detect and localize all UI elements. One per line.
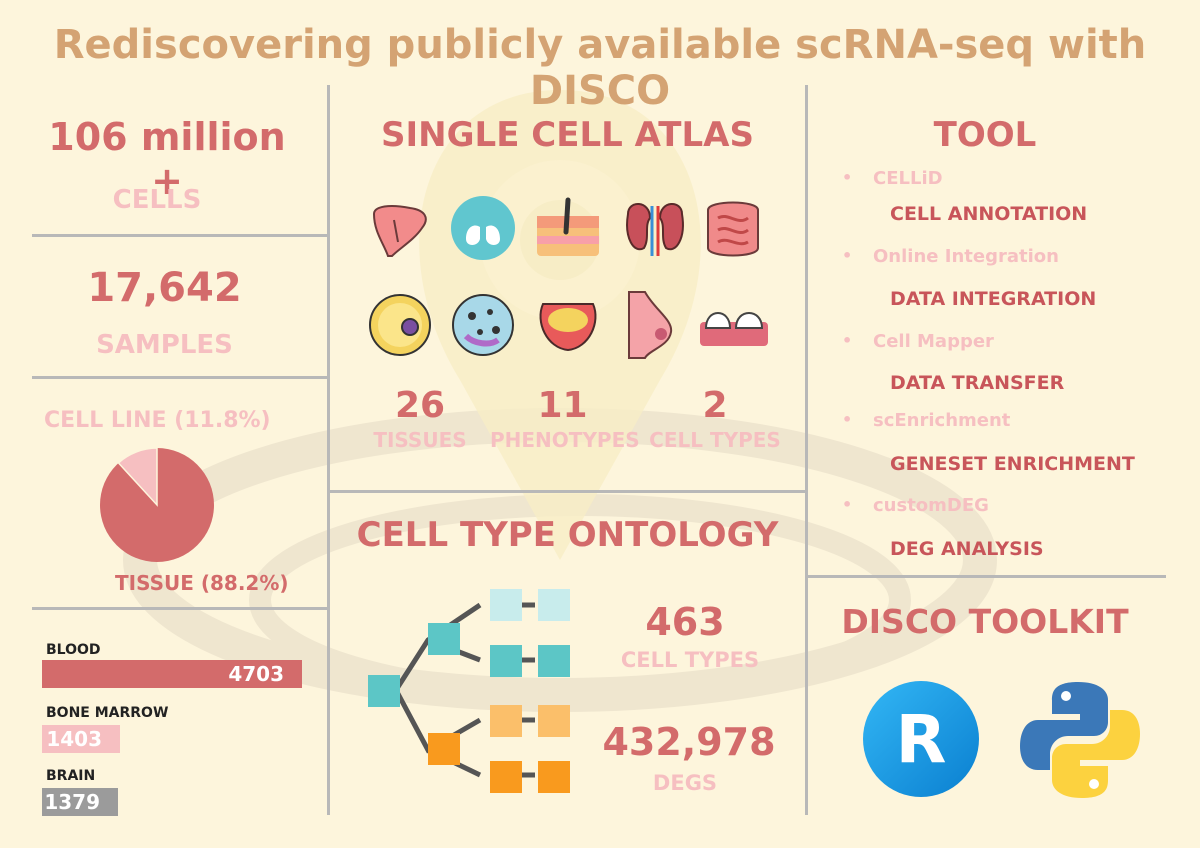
atlas-title: SINGLE CELL ATLAS — [381, 115, 754, 155]
tool-desc-customdeg: DEG ANALYSIS — [890, 538, 1044, 560]
ontology-title: CELL TYPE ONTOLOGY — [356, 515, 779, 555]
cell-types-count: 2 — [702, 385, 728, 426]
tissues-count: 26 — [394, 385, 446, 426]
bladder-icon — [539, 303, 597, 352]
divider-h3 — [32, 607, 327, 610]
ontology-cell-types-count: 463 — [645, 600, 725, 644]
tool-bullet: • — [842, 410, 853, 429]
bar-blood: 4703 — [42, 660, 302, 688]
ontology-tree-diagram — [368, 589, 570, 793]
breast-icon — [628, 291, 673, 359]
divider-h1 — [32, 234, 327, 237]
divider-middle — [330, 490, 805, 493]
eye-cell-icon — [369, 294, 431, 356]
cell-source-pie-chart — [100, 447, 214, 562]
tool-bullet: • — [842, 168, 853, 187]
divider-h2 — [32, 376, 327, 379]
tissue-label: TISSUE (88.2%) — [115, 571, 289, 595]
cell-line-label: CELL LINE (11.8%) — [44, 408, 271, 433]
tool-desc-scenrichment: GENESET ENRICHMENT — [890, 453, 1135, 475]
teeth-icon — [700, 312, 768, 346]
page-title: Rediscovering publicly available scRNA-s… — [53, 22, 1147, 114]
phenotypes-label: PHENOTYPES — [490, 428, 640, 452]
liver-icon — [372, 205, 427, 257]
tool-desc-cell-mapper: DATA TRANSFER — [890, 372, 1065, 394]
divider-left — [327, 85, 330, 815]
cells-count: 106 million + — [48, 115, 286, 203]
python-language-icon[interactable] — [1018, 678, 1142, 802]
bar-brain: 1379 — [42, 788, 118, 816]
tool-desc-cellid: CELL ANNOTATION — [890, 203, 1088, 225]
phenotypes-count: 11 — [537, 385, 588, 426]
divider-right-h — [808, 575, 1166, 578]
kidney-icon — [626, 203, 684, 256]
divider-right — [805, 85, 808, 815]
tool-name-customdeg[interactable]: customDEG — [873, 495, 989, 516]
degs-label: DEGS — [652, 771, 718, 795]
samples-count: 17,642 — [87, 265, 242, 311]
bar-label-bone-marrow: BONE MARROW — [46, 705, 169, 721]
intestine-icon — [707, 201, 759, 257]
degs-count: 432,978 — [602, 720, 776, 764]
tool-bullet: • — [842, 331, 853, 350]
samples-label: SAMPLES — [96, 330, 233, 360]
tool-bullet: • — [842, 246, 853, 265]
tool-name-cellid[interactable]: CELLiD — [873, 168, 943, 189]
tool-name-scenrichment[interactable]: scEnrichment — [873, 410, 1011, 431]
cell-types-label: CELL TYPES — [649, 428, 781, 452]
tool-bullet: • — [842, 495, 853, 514]
bar-bone-marrow: 1403 — [42, 725, 120, 753]
tool-title: TOOL — [933, 115, 1037, 155]
tool-desc-online-integration: DATA INTEGRATION — [890, 288, 1097, 310]
bar-label-blood: BLOOD — [46, 642, 101, 658]
r-language-icon[interactable]: R — [862, 680, 980, 798]
ontology-cell-types-label: CELL TYPES — [620, 648, 760, 672]
pie-slice-cell-line — [117, 447, 158, 507]
tool-name-online-integration[interactable]: Online Integration — [873, 246, 1059, 267]
skin-icon — [537, 197, 599, 256]
tool-name-cell-mapper[interactable]: Cell Mapper — [873, 331, 994, 352]
tissues-label: TISSUES — [373, 428, 467, 452]
bar-label-brain: BRAIN — [46, 768, 96, 784]
r-letter: R — [896, 701, 947, 778]
cells-label: CELLS — [112, 185, 202, 215]
toolkit-title: DISCO TOOLKIT — [841, 602, 1129, 641]
lung-icon — [451, 196, 515, 260]
cell-icon — [452, 294, 514, 356]
